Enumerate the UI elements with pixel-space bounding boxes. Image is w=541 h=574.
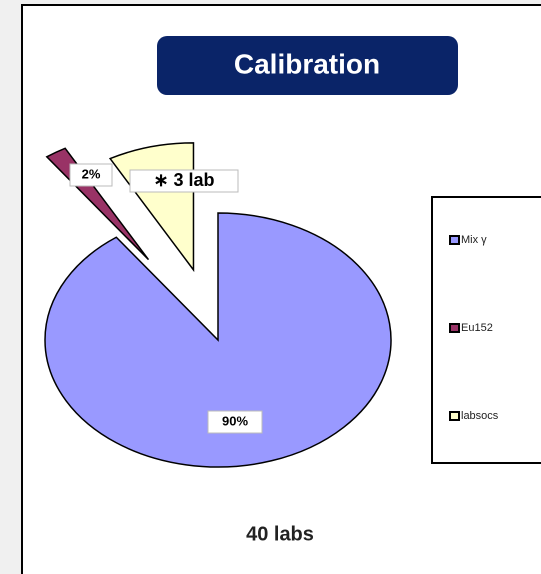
label-box <box>69 163 113 187</box>
pie-slice <box>44 212 392 468</box>
annotation: 40 labs <box>246 523 314 545</box>
label-box <box>207 410 263 434</box>
annotation: ∗ 3 lab <box>153 170 214 190</box>
title-box <box>157 36 458 95</box>
legend-swatch <box>449 235 460 245</box>
legend-swatch <box>449 323 460 333</box>
legend-label: Eu152 <box>461 322 493 334</box>
legend-swatch <box>449 411 460 421</box>
data-label: 2% <box>82 166 101 181</box>
legend-label: Mix γ <box>461 234 487 246</box>
label-box <box>129 169 239 193</box>
chart-title: Calibration <box>234 48 380 79</box>
data-label: 90% <box>222 413 248 428</box>
legend-label: labsocs <box>461 410 499 422</box>
